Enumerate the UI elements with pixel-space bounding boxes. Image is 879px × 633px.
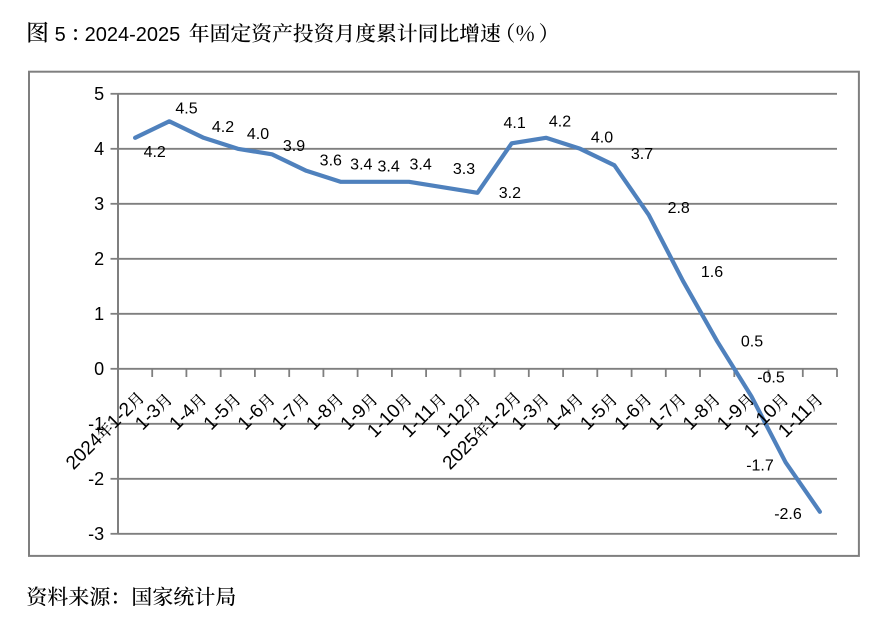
- svg-text:4.0: 4.0: [247, 126, 269, 143]
- svg-text:-3: -3: [88, 524, 104, 544]
- svg-text:4.5: 4.5: [175, 101, 197, 118]
- svg-text:0: 0: [94, 359, 104, 379]
- svg-text:4.2: 4.2: [144, 144, 166, 161]
- svg-text:3.6: 3.6: [320, 152, 342, 169]
- svg-text:3.2: 3.2: [499, 185, 521, 202]
- svg-text:4.2: 4.2: [549, 113, 571, 130]
- svg-text:1: 1: [94, 304, 104, 324]
- svg-text:2.8: 2.8: [668, 200, 690, 217]
- svg-text:2: 2: [94, 249, 104, 269]
- svg-text:-2.6: -2.6: [774, 506, 802, 523]
- svg-text:3: 3: [94, 194, 104, 214]
- svg-text:-2: -2: [88, 469, 104, 489]
- svg-text:5: 5: [94, 84, 104, 104]
- svg-text:4.2: 4.2: [212, 119, 234, 136]
- svg-text:-1.7: -1.7: [746, 458, 774, 475]
- svg-text:1.6: 1.6: [701, 264, 723, 281]
- svg-text:-1: -1: [88, 414, 104, 434]
- svg-text:4: 4: [94, 139, 104, 159]
- svg-text:3.3: 3.3: [453, 161, 475, 178]
- svg-text:3.4: 3.4: [350, 157, 372, 174]
- svg-text:0.5: 0.5: [741, 334, 763, 351]
- svg-text:4.1: 4.1: [503, 115, 525, 132]
- svg-text:2024-2025: 2024-2025: [85, 24, 181, 46]
- svg-text:5: 5: [55, 24, 66, 46]
- svg-text:3.4: 3.4: [409, 157, 431, 174]
- svg-text:4.0: 4.0: [591, 130, 613, 147]
- svg-text:3.4: 3.4: [377, 158, 399, 175]
- svg-text:-0.5: -0.5: [757, 369, 785, 386]
- svg-text:3.7: 3.7: [631, 146, 653, 163]
- svg-text:3.9: 3.9: [283, 138, 305, 155]
